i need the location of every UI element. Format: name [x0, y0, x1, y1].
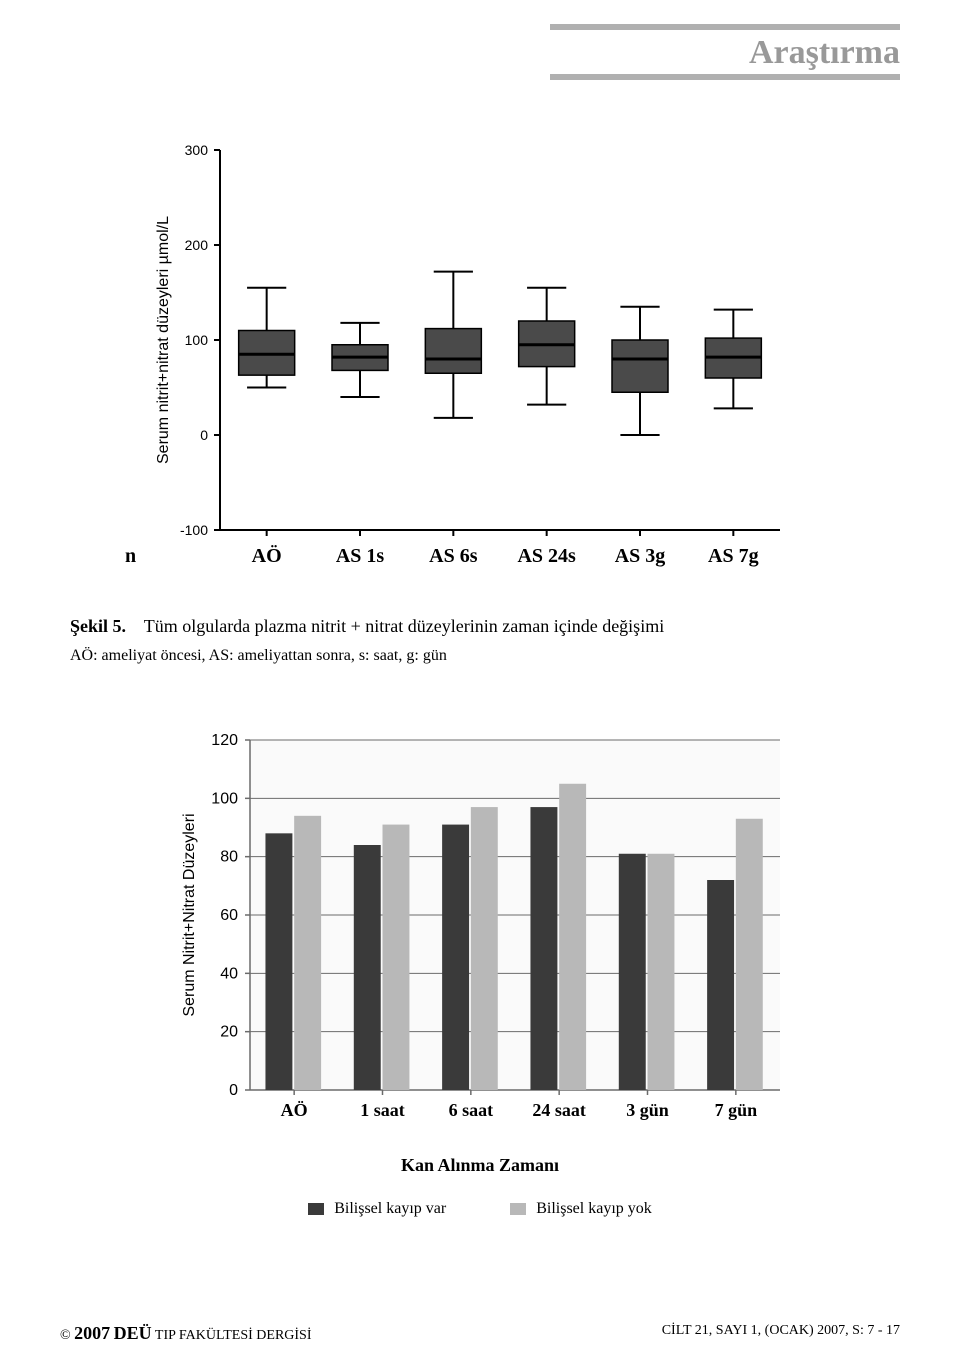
footer-bold: DEÜ — [114, 1323, 152, 1343]
svg-text:40: 40 — [220, 965, 238, 982]
boxplot-svg: -100 0 100 200 300 Serum nitrit+nitrat düzeyl… — [150, 140, 790, 560]
svg-text:300: 300 — [185, 142, 209, 158]
boxplot-chart: -100 0 100 200 300 Serum nitrit+nitrat düzeyl… — [150, 140, 790, 560]
svg-text:-100: -100 — [180, 522, 208, 538]
header-rule-bottom — [550, 74, 900, 80]
svg-text:7 gün: 7 gün — [715, 1100, 758, 1120]
header-rule-top — [550, 24, 900, 30]
svg-text:24 saat: 24 saat — [532, 1100, 586, 1120]
svg-text:3 gün: 3 gün — [626, 1100, 669, 1120]
legend-swatch-2 — [510, 1203, 526, 1215]
footer-rest: TIP FAKÜLTESİ DERGİSİ — [155, 1328, 312, 1343]
svg-text:100: 100 — [211, 790, 238, 807]
svg-text:Serum Nitrit+Nitrat Düzeyleri: Serum Nitrit+Nitrat Düzeyleri — [181, 813, 198, 1016]
svg-text:AÖ: AÖ — [281, 1100, 308, 1120]
figure-caption: Şekil 5. Tüm olgularda plazma nitrit + n… — [70, 616, 890, 665]
svg-text:Serum nitrit+nitrat düzeyleri: Serum nitrit+nitrat düzeyleri µmol/L — [155, 216, 172, 464]
legend-label-1: Bilişsel kayıp var — [334, 1200, 446, 1217]
caption-text: Tüm olgularda plazma nitrit + nitrat düz… — [144, 616, 665, 636]
svg-text:200: 200 — [185, 237, 209, 253]
legend-label-2: Bilişsel kayıp yok — [536, 1200, 652, 1217]
legend-swatch-1 — [308, 1203, 324, 1215]
header-title: Araştırma — [550, 32, 900, 74]
bar-chart: 0 20 40 60 80 100 120 Serum Nitrit+Nitrat Düzey… — [170, 720, 800, 1140]
page-header: Araştırma — [550, 24, 900, 82]
svg-text:6 saat: 6 saat — [449, 1100, 494, 1120]
footer-right: CİLT 21, SAYI 1, (OCAK) 2007, S: 7 - 17 — [662, 1323, 900, 1339]
barchart-svg: 0 20 40 60 80 100 120 Serum Nitrit+Nitrat Düzey… — [170, 720, 800, 1140]
svg-text:100: 100 — [185, 332, 209, 348]
footer-copyright: © — [60, 1328, 74, 1343]
svg-text:60: 60 — [220, 907, 238, 924]
caption-label: Şekil 5. — [70, 616, 126, 636]
caption-line-1: Şekil 5. Tüm olgularda plazma nitrit + n… — [70, 616, 890, 637]
svg-text:80: 80 — [220, 849, 238, 866]
svg-text:1 saat: 1 saat — [360, 1100, 405, 1120]
page-footer: © 2007 DEÜ TIP FAKÜLTESİ DERGİSİ CİLT 21… — [60, 1323, 900, 1344]
barchart-legend: Bilişsel kayıp var Bilişsel kayıp yok — [0, 1200, 960, 1218]
caption-note: AÖ: ameliyat öncesi, AS: ameliyattan son… — [70, 647, 890, 665]
footer-left: © 2007 DEÜ TIP FAKÜLTESİ DERGİSİ — [60, 1323, 312, 1344]
legend-item-2: Bilişsel kayıp yok — [510, 1200, 652, 1218]
svg-text:0: 0 — [229, 1082, 238, 1099]
footer-year: 2007 — [74, 1323, 110, 1343]
legend-item-1: Bilişsel kayıp var — [308, 1200, 446, 1218]
svg-text:0: 0 — [200, 427, 208, 443]
svg-text:20: 20 — [220, 1024, 238, 1041]
barchart-x-title: Kan Alınma Zamanı — [0, 1155, 960, 1176]
svg-text:120: 120 — [211, 732, 238, 749]
